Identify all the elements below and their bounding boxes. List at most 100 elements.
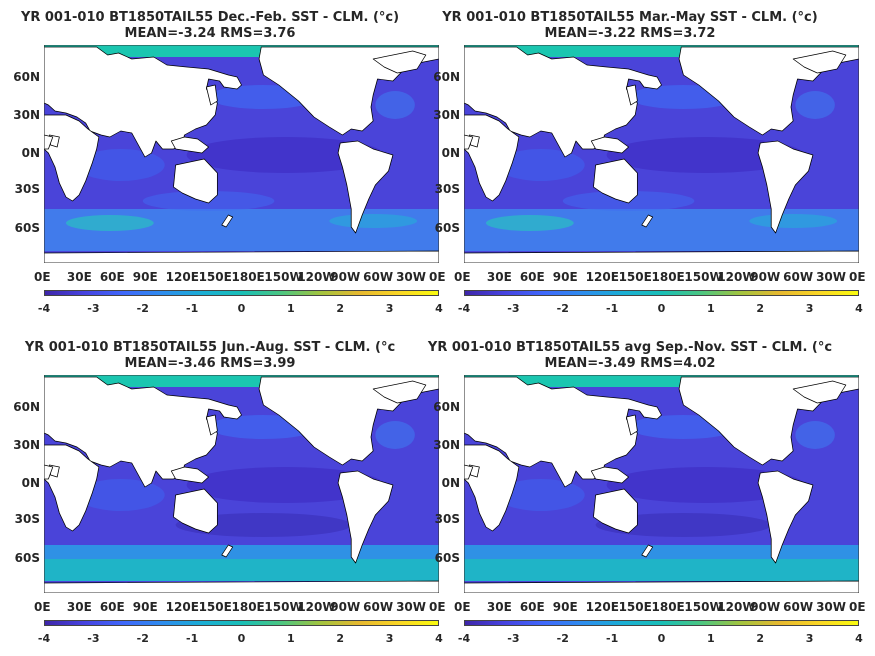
lat-tick-label: 30N bbox=[433, 108, 460, 122]
panel-stats: MEAN=-3.24 RMS=3.76 bbox=[124, 26, 296, 41]
lon-tick-label: 60W bbox=[363, 270, 394, 284]
lon-tick-label: 150E bbox=[198, 270, 232, 284]
colorbar-tick-label: -1 bbox=[186, 302, 199, 315]
lon-tick-label: 150W bbox=[684, 270, 723, 284]
lon-tick-label: 120W bbox=[717, 600, 756, 614]
lon-tick-label: 30E bbox=[486, 270, 512, 284]
map-frame bbox=[44, 45, 439, 263]
lat-tick-label: 0N bbox=[21, 146, 40, 160]
colorbar-tick-label: -3 bbox=[507, 302, 520, 315]
continents bbox=[44, 376, 439, 593]
lon-tick-label: 0E bbox=[849, 270, 866, 284]
colorbar-tick-label: 1 bbox=[287, 632, 295, 645]
colorbar-tick-label: -2 bbox=[136, 302, 149, 315]
sst-anomaly-map bbox=[464, 45, 859, 263]
lon-tick-label: 120W bbox=[717, 270, 756, 284]
lat-tick-label: 30N bbox=[13, 438, 40, 452]
lon-tick-label: 120E bbox=[165, 600, 199, 614]
lon-tick-label: 30E bbox=[486, 600, 512, 614]
lon-tick-label: 60E bbox=[519, 600, 545, 614]
colorbar-tick-label: -3 bbox=[87, 302, 100, 315]
colorbar-tick-label: -1 bbox=[186, 632, 199, 645]
colorbar-tick-label: 0 bbox=[237, 302, 246, 315]
lat-tick-label: 60N bbox=[433, 400, 460, 414]
colorbar-tick-label: -3 bbox=[507, 632, 520, 645]
colorbar-tick-label: 4 bbox=[435, 632, 443, 645]
panel-stats: MEAN=-3.49 RMS=4.02 bbox=[544, 356, 716, 371]
colorbar-tick-label: -1 bbox=[606, 302, 619, 315]
map-panel: YR 001-010 BT1850TAIL55 avg Sep.-Nov. SS… bbox=[420, 330, 866, 650]
lon-tick-label: 0E bbox=[429, 270, 446, 284]
colorbar-tick-label: 3 bbox=[805, 302, 814, 315]
colorbar-ticks: -4 -3 -2 -1 0 1 2 3 4 bbox=[458, 632, 863, 645]
lon-tick-label: 180E bbox=[231, 270, 265, 284]
lat-tick-label: 0N bbox=[21, 476, 40, 490]
colorbar-tick-label: -4 bbox=[457, 632, 471, 645]
colorbar-tick-label: 2 bbox=[336, 632, 345, 645]
lon-tick-label: 120E bbox=[585, 600, 619, 614]
lon-tick-label: 150E bbox=[198, 600, 232, 614]
colorbar-tick-label: -4 bbox=[37, 632, 51, 645]
colorbar-tick-label: 3 bbox=[805, 632, 814, 645]
lon-tick-label: 150E bbox=[618, 270, 652, 284]
map-frame bbox=[464, 45, 859, 263]
lon-tick-label: 120W bbox=[297, 270, 336, 284]
lat-tick-label: 30N bbox=[433, 438, 460, 452]
sst-anomaly-map bbox=[44, 45, 439, 263]
colorbar-tick-label: 4 bbox=[855, 632, 863, 645]
lon-axis: 0E 30E 60E 90E 120E 150E 180E 150W 120W 90W 60W 30W… bbox=[450, 600, 870, 614]
colorbar-tick-label: 2 bbox=[756, 302, 765, 315]
lon-tick-label: 30E bbox=[66, 600, 92, 614]
lat-tick-label: 30S bbox=[14, 182, 40, 196]
lon-tick-label: 150E bbox=[618, 600, 652, 614]
colorbar-tick-label: -2 bbox=[136, 632, 149, 645]
lon-tick-label: 90E bbox=[552, 270, 578, 284]
map-frame bbox=[464, 375, 859, 593]
map-panel: YR 001-010 BT1850TAIL55 Mar.-May SST - C… bbox=[420, 0, 865, 320]
sst-anomaly-map bbox=[44, 375, 439, 593]
lon-tick-label: 120E bbox=[165, 270, 199, 284]
colorbar-ticks: -4 -3 -2 -1 0 1 2 3 4 bbox=[458, 302, 863, 315]
colorbar-tick-label: 1 bbox=[707, 632, 715, 645]
colorbar-tick-label: -3 bbox=[87, 632, 100, 645]
lon-tick-label: 150W bbox=[264, 270, 303, 284]
colorbar-tick-label: 2 bbox=[336, 302, 345, 315]
panel-title: YR 001-010 BT1850TAIL55 avg Sep.-Nov. SS… bbox=[427, 340, 833, 355]
lat-tick-label: 60N bbox=[13, 70, 40, 84]
lat-tick-label: 60S bbox=[14, 221, 40, 235]
panel-title: YR 001-010 BT1850TAIL55 Dec.-Feb. SST - … bbox=[20, 10, 400, 25]
colorbar-tick-label: 0 bbox=[237, 632, 246, 645]
lon-tick-label: 30W bbox=[396, 600, 427, 614]
lon-tick-label: 90E bbox=[552, 600, 578, 614]
colorbar-tick-label: -2 bbox=[556, 302, 569, 315]
colorbar-tick-label: 1 bbox=[287, 302, 295, 315]
lon-tick-label: 60W bbox=[363, 600, 394, 614]
sst-anomaly-map bbox=[464, 375, 859, 593]
colorbar bbox=[464, 620, 859, 626]
colorbar bbox=[464, 290, 859, 296]
lat-tick-label: 30N bbox=[13, 108, 40, 122]
lon-tick-label: 180E bbox=[651, 600, 685, 614]
lon-tick-label: 90E bbox=[132, 600, 158, 614]
lon-tick-label: 30W bbox=[396, 270, 427, 284]
lon-tick-label: 90W bbox=[330, 270, 361, 284]
colorbar-tick-label: 0 bbox=[657, 632, 666, 645]
lon-tick-label: 0E bbox=[454, 600, 471, 614]
colorbar-ticks: -4 -3 -2 -1 0 1 2 3 4 bbox=[38, 632, 443, 645]
colorbar-tick-label: 2 bbox=[756, 632, 765, 645]
map-panel: YR 001-010 BT1850TAIL55 Jun.-Aug. SST - … bbox=[0, 330, 445, 650]
lon-tick-label: 0E bbox=[849, 600, 866, 614]
colorbar-tick-label: -4 bbox=[37, 302, 51, 315]
lon-tick-label: 60E bbox=[99, 600, 125, 614]
colorbar-tick-label: 0 bbox=[657, 302, 666, 315]
colorbar-tick-label: -4 bbox=[457, 302, 471, 315]
lon-tick-label: 30E bbox=[66, 270, 92, 284]
lat-tick-label: 60N bbox=[13, 400, 40, 414]
colorbar-tick-label: -1 bbox=[606, 632, 619, 645]
map-panel: YR 001-010 BT1850TAIL55 Dec.-Feb. SST - … bbox=[0, 0, 445, 320]
lon-tick-label: 0E bbox=[34, 270, 51, 284]
colorbar-tick-label: 4 bbox=[855, 302, 863, 315]
lon-tick-label: 0E bbox=[429, 600, 446, 614]
lon-tick-label: 120W bbox=[297, 600, 336, 614]
panel-stats: MEAN=-3.22 RMS=3.72 bbox=[544, 26, 716, 41]
